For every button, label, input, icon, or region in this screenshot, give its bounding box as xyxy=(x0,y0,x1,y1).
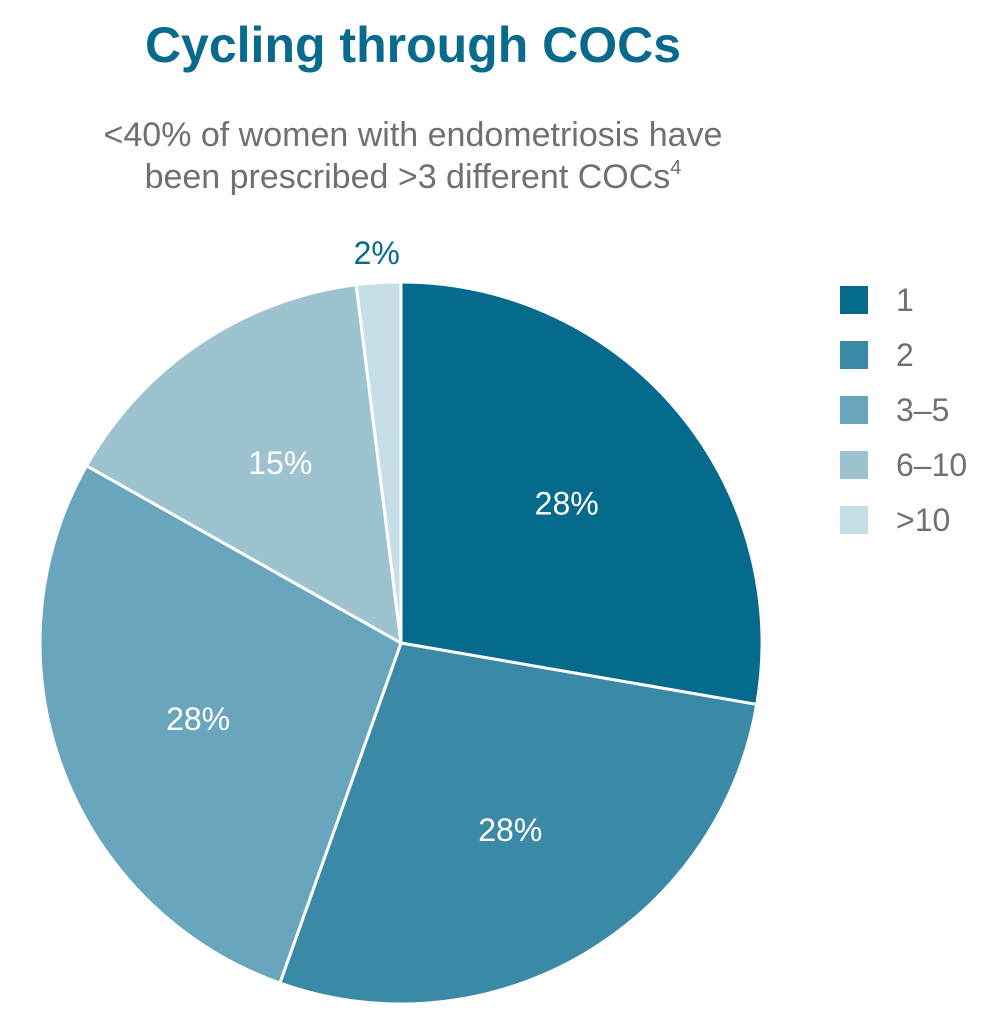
pie-slice-3-5 xyxy=(38,464,403,985)
legend-label-1: 1 xyxy=(896,282,914,318)
subtitle-line-2-text: been prescribed >3 different COCs xyxy=(144,158,671,196)
data-label-2: 28% xyxy=(478,812,542,848)
legend-item-over-10: >10 xyxy=(840,498,990,542)
subtitle-line-1: <40% of women with endometriosis have xyxy=(103,116,723,154)
pie-slices xyxy=(38,280,764,1006)
pie-slice-2 xyxy=(278,641,759,1006)
legend-label-over-10: >10 xyxy=(896,502,951,538)
subtitle-line-2: been prescribed >3 different COCs4 xyxy=(0,156,826,198)
legend-swatch-6-10 xyxy=(840,451,868,479)
legend-swatch-2 xyxy=(840,341,868,369)
legend-label-3-5: 3–5 xyxy=(896,392,950,428)
chart-subtitle: <40% of women with endometriosis have be… xyxy=(0,114,826,198)
legend-label-2: 2 xyxy=(896,337,914,373)
legend-swatch-1 xyxy=(840,286,868,314)
data-label-3-5: 28% xyxy=(166,701,230,737)
data-label-6-10: 15% xyxy=(248,445,312,481)
chart-legend: 1 2 3–5 6–10 >10 xyxy=(840,278,990,553)
pie-data-labels: 28% 28% 28% 15% 2% xyxy=(166,235,599,848)
legend-item-3-5: 3–5 xyxy=(840,388,990,432)
legend-swatch-over-10 xyxy=(840,506,868,534)
legend-item-1: 1 xyxy=(840,278,990,322)
legend-swatch-3-5 xyxy=(840,396,868,424)
pie-slice-1 xyxy=(399,280,764,706)
legend-item-6-10: 6–10 xyxy=(840,443,990,487)
chart-title: Cycling through COCs xyxy=(144,17,682,73)
data-label-over-10: 2% xyxy=(354,235,400,271)
pie-slice-over-10 xyxy=(354,280,403,645)
legend-label-6-10: 6–10 xyxy=(896,447,968,483)
legend-item-2: 2 xyxy=(840,333,990,377)
footnote-reference: 4 xyxy=(670,157,682,179)
pie-slice-6-10 xyxy=(85,283,403,645)
data-label-1: 28% xyxy=(535,485,599,521)
